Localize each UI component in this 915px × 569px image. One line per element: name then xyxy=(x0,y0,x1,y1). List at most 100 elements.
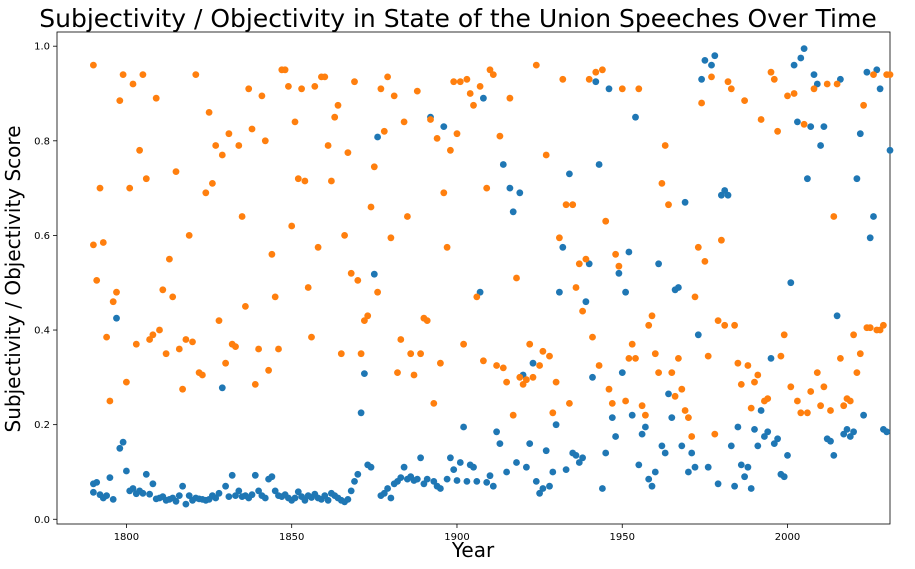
data-point xyxy=(688,449,696,457)
data-point xyxy=(351,478,358,485)
data-point xyxy=(212,142,220,149)
data-point xyxy=(820,123,828,130)
data-point xyxy=(298,85,305,93)
data-point xyxy=(93,277,101,284)
data-point xyxy=(407,350,415,358)
data-point xyxy=(205,109,213,116)
data-point xyxy=(529,373,537,381)
data-point xyxy=(701,57,709,64)
data-point xyxy=(582,255,590,263)
data-point xyxy=(126,184,134,192)
data-point xyxy=(225,493,233,500)
data-point xyxy=(860,101,867,109)
data-point xyxy=(846,397,854,405)
data-point xyxy=(463,75,471,83)
data-point xyxy=(850,331,857,339)
data-point xyxy=(486,66,494,74)
data-point xyxy=(780,473,788,481)
data-point xyxy=(218,151,226,159)
data-point xyxy=(337,350,345,358)
data-point xyxy=(499,364,507,372)
data-point xyxy=(628,411,636,419)
data-point xyxy=(645,475,653,483)
data-point xyxy=(797,54,805,62)
data-point xyxy=(433,135,441,142)
data-point xyxy=(747,485,755,492)
data-point xyxy=(182,336,190,343)
data-point xyxy=(119,71,127,78)
data-point xyxy=(232,492,239,499)
data-point xyxy=(301,177,309,185)
data-point xyxy=(460,423,467,431)
data-point xyxy=(837,75,844,83)
data-point xyxy=(523,463,530,471)
data-point xyxy=(480,94,487,102)
data-point xyxy=(374,133,381,141)
data-point xyxy=(589,373,596,381)
data-point xyxy=(731,321,738,329)
data-point xyxy=(691,293,699,301)
data-point xyxy=(304,284,312,291)
data-point xyxy=(456,78,464,86)
data-point xyxy=(291,118,299,126)
data-point xyxy=(189,338,196,346)
data-point xyxy=(648,312,656,320)
data-point xyxy=(261,494,269,502)
data-point xyxy=(711,430,719,438)
data-point xyxy=(443,243,451,251)
data-point xyxy=(400,118,408,126)
data-point xyxy=(833,312,841,320)
data-point xyxy=(503,468,510,476)
data-point xyxy=(483,184,491,192)
data-point xyxy=(625,355,633,362)
data-point xyxy=(840,430,848,438)
data-point xyxy=(807,388,815,395)
data-point xyxy=(437,359,444,367)
data-point xyxy=(638,430,646,438)
data-point xyxy=(592,68,600,76)
data-point xyxy=(146,490,154,498)
data-point xyxy=(724,78,732,86)
data-point xyxy=(119,438,127,446)
data-point xyxy=(90,241,97,249)
data-point xyxy=(870,71,877,78)
data-point xyxy=(569,201,577,209)
data-point xyxy=(813,369,821,376)
data-point xyxy=(516,373,524,381)
data-point xyxy=(162,350,170,358)
x-axis: 1800 1850 1900 1950 2000 xyxy=(114,524,800,543)
data-point xyxy=(380,489,388,497)
data-point xyxy=(870,213,877,220)
data-point xyxy=(698,75,705,83)
data-point xyxy=(721,321,729,329)
data-point xyxy=(546,482,553,490)
data-point xyxy=(860,411,867,419)
data-point xyxy=(675,284,682,291)
data-point xyxy=(466,90,474,97)
data-point xyxy=(668,414,676,421)
data-point xyxy=(694,243,702,251)
data-point xyxy=(767,355,775,362)
data-point xyxy=(741,97,748,104)
data-point xyxy=(589,333,596,341)
data-point xyxy=(595,362,603,369)
data-point xyxy=(430,478,438,485)
data-point xyxy=(863,68,871,76)
data-point xyxy=(608,414,616,421)
data-point xyxy=(523,376,530,384)
data-point xyxy=(129,485,137,492)
data-point xyxy=(804,175,811,183)
data-point xyxy=(179,385,187,393)
data-point xyxy=(113,288,120,296)
data-point xyxy=(423,475,431,483)
data-point xyxy=(447,454,454,462)
data-point xyxy=(437,485,444,492)
data-point xyxy=(90,61,97,69)
data-point xyxy=(724,191,732,199)
data-point xyxy=(552,378,560,386)
data-point xyxy=(635,85,643,93)
data-point xyxy=(714,317,722,324)
x-tick-label: 1950 xyxy=(610,532,635,543)
data-point xyxy=(539,485,547,492)
data-point xyxy=(106,397,114,405)
